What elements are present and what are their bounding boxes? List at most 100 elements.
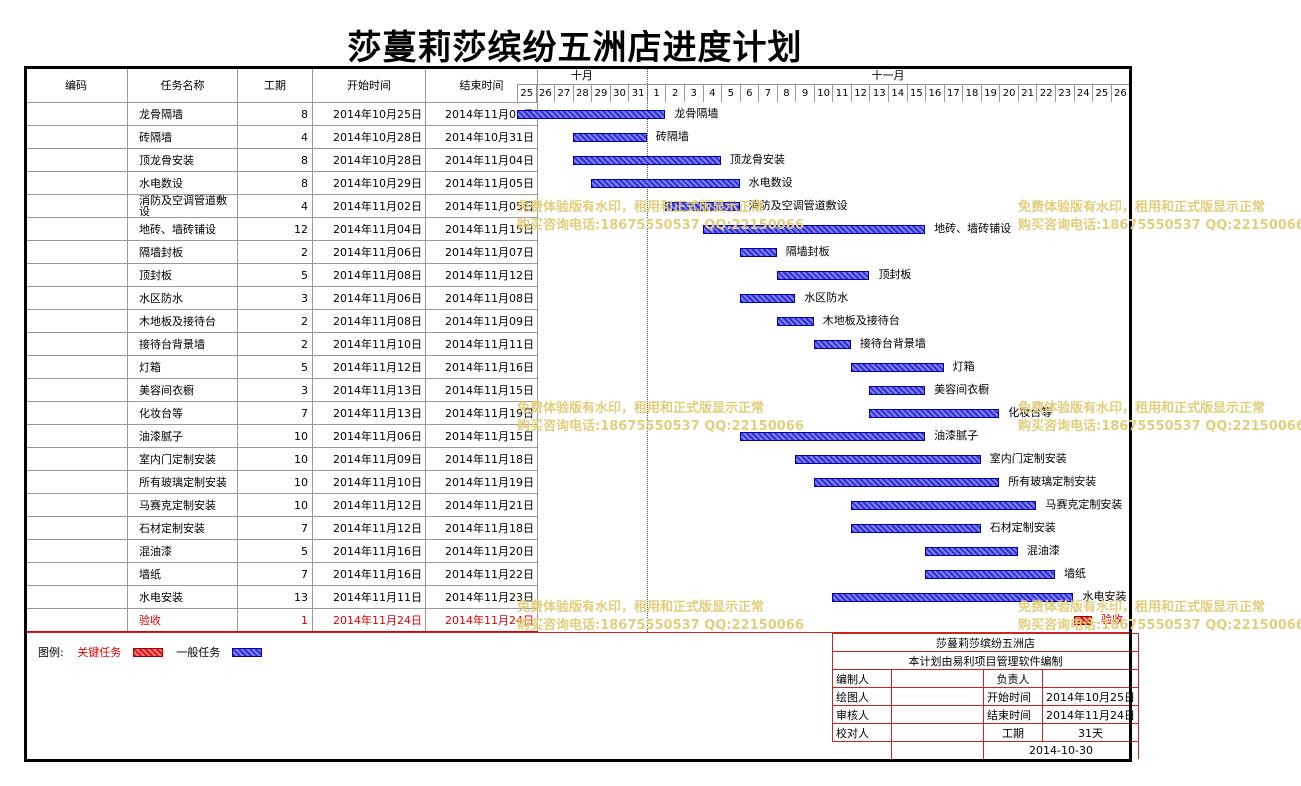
legend-normal-swatch: [231, 647, 262, 657]
task-end: 2014年11月20日: [425, 539, 538, 563]
day-label: 19: [980, 85, 1000, 102]
task-code: [24, 355, 128, 379]
day-label: 22: [1036, 85, 1055, 102]
day-label: 13: [869, 85, 888, 102]
legend-critical-swatch: [132, 647, 163, 657]
day-label: 20: [999, 85, 1018, 102]
watermark-line2: 购买咨询电话:18675550537 QQ:22150066: [517, 419, 804, 434]
task-row: 验收 1 2014年11月24日 2014年11月24日: [24, 608, 538, 632]
info-end-label: 结束时间: [983, 705, 1043, 724]
task-code: [24, 125, 128, 149]
legend: 图例: 关键任务 一般任务: [38, 644, 272, 660]
task-name: 美容间衣橱: [127, 378, 238, 402]
day-label: 30: [609, 85, 629, 102]
watermark-line2: 购买咨询电话:18675550537 QQ:22150066: [1018, 618, 1301, 633]
gantt-chart: 龙骨隔墙 砖隔墙 顶龙骨安装 水电数设 消防及空调管道敷设 地砖、墙砖铺设 隔墙封板 顶封板水…: [517, 103, 1129, 632]
task-start: 2014年11月08日: [312, 309, 426, 333]
task-bar-label: 接待台背景墙: [859, 337, 926, 350]
day-label: 26: [1110, 85, 1130, 102]
task-name: 验收: [127, 608, 238, 632]
day-label: 16: [925, 85, 944, 102]
task-bar: [572, 156, 722, 165]
gantt-timescale: 十月 十一月 25 26 27 28 29 30 31 1 2 3 4 5 6 7 8 9 10 11 12 13 14 15…: [517, 67, 1130, 102]
task-code: [24, 309, 128, 333]
day-label: 25: [517, 85, 536, 102]
day-label: 23: [1054, 85, 1074, 102]
task-name: 油漆腻子: [127, 424, 238, 448]
info-duration-label: 工期: [983, 723, 1043, 742]
task-end: 2014年11月04日: [425, 148, 538, 172]
trial-watermark: 免费体验版有水印，租用和正式版显示正常 购买咨询电话:18675550537 QQ…: [1018, 400, 1301, 436]
day-label: 3: [683, 85, 703, 102]
task-row: 水电数设 8 2014年10月29日 2014年11月05日: [24, 171, 538, 195]
task-end: 2014年11月08日: [425, 286, 538, 310]
task-row: 水电安装 13 2014年11月11日 2014年11月23日: [24, 585, 538, 609]
task-name: 室内门定制安装: [127, 447, 238, 471]
day-label: 28: [572, 85, 592, 102]
watermark-line2: 购买咨询电话:18675550537 QQ:22150066: [517, 618, 804, 633]
task-bar-label: 龙骨隔墙: [674, 107, 719, 120]
task-duration: 5: [237, 263, 313, 287]
task-end: 2014年11月15日: [425, 378, 538, 402]
task-bar-label: 所有玻璃定制安装: [1008, 475, 1097, 488]
task-end: 2014年11月19日: [425, 401, 538, 425]
page-title: 莎蔓莉莎缤纷五洲店进度计划: [347, 28, 803, 68]
task-duration: 8: [237, 171, 313, 195]
info-date: 2014-10-30: [982, 741, 1140, 759]
task-bar: [776, 271, 870, 280]
task-bar: [813, 478, 1000, 487]
task-bar: [850, 501, 1037, 510]
day-label: 17: [943, 85, 963, 102]
task-duration: 3: [237, 286, 313, 310]
task-table: 编码 任务名称 工期 开始时间 结束时间 龙骨隔墙 8 2014年10月25日 201…: [24, 67, 538, 632]
day-label: 7: [758, 85, 777, 102]
task-bar: [665, 202, 740, 211]
task-bar: [702, 225, 926, 234]
task-bar: [869, 409, 1000, 418]
task-duration: 1: [237, 608, 313, 632]
task-row: 马赛克定制安装 10 2014年11月12日 2014年11月21日: [24, 493, 538, 517]
task-code: [24, 608, 128, 632]
task-name: 水电数设: [127, 171, 238, 195]
info-duration: 31天: [1041, 723, 1140, 742]
info-box: 莎蔓莉莎缤纷五洲店 本计划由易利项目管理软件编制 编制人 负责人 绘图人 开始时…: [831, 633, 1140, 759]
trial-watermark: 免费体验版有水印，租用和正式版显示正常购买咨询电话:18675550537 QQ…: [1018, 599, 1301, 635]
task-bar-label: 灯箱: [952, 360, 975, 373]
task-bar-label: 隔墙封板: [785, 245, 830, 258]
day-label: 18: [962, 85, 981, 102]
task-bar: [591, 179, 740, 188]
trial-watermark: 免费体验版有水印，租用和正式版显示正常 购买咨询电话:18675550537 QQ…: [517, 199, 804, 235]
task-duration: 2: [237, 309, 313, 333]
watermark-line1: 免费体验版有水印，租用和正式版显示正常: [1018, 600, 1266, 615]
task-bar: [850, 363, 944, 372]
task-code: [24, 447, 128, 471]
task-bar-label: 美容间衣橱: [934, 383, 990, 396]
day-label: 25: [1092, 85, 1111, 102]
task-row: 砖隔墙 4 2014年10月28日 2014年10月31日: [24, 125, 538, 149]
watermark-line2: 购买咨询电话:18675550537 QQ:22150066: [1018, 419, 1301, 434]
task-start: 2014年11月13日: [312, 378, 426, 402]
task-row: 木地板及接待台 2 2014年11月08日 2014年11月09日: [24, 309, 538, 333]
task-duration: 7: [237, 516, 313, 540]
task-end: 2014年11月22日: [425, 562, 538, 586]
table-header-row: 编码 任务名称 工期 开始时间 结束时间: [24, 67, 538, 103]
watermark-line1: 免费体验版有水印，租用和正式版显示正常: [517, 200, 765, 215]
task-bar: [925, 570, 1055, 579]
task-bar-label: 木地板及接待台: [822, 314, 900, 327]
info-owner-label: 负责人: [983, 669, 1043, 688]
task-row: 墙纸 7 2014年11月16日 2014年11月22日: [24, 562, 538, 586]
watermark-line2: 购买咨询电话:18675550537 QQ:22150066: [1018, 218, 1301, 233]
task-bar: [832, 593, 1074, 602]
task-bar: [517, 110, 666, 119]
task-duration: 10: [237, 493, 313, 517]
task-row: 化妆台等 7 2014年11月13日 2014年11月19日: [24, 401, 538, 425]
task-bar-label: 顶封板: [878, 268, 912, 281]
month-label: 十月: [517, 67, 647, 85]
task-start: 2014年11月13日: [312, 401, 426, 425]
task-duration: 13: [237, 585, 313, 609]
task-bar: [813, 340, 851, 349]
day-label: 26: [535, 85, 555, 102]
month-label: 十一月: [646, 67, 1130, 85]
task-bar: [739, 294, 796, 303]
task-bar: [572, 133, 647, 142]
